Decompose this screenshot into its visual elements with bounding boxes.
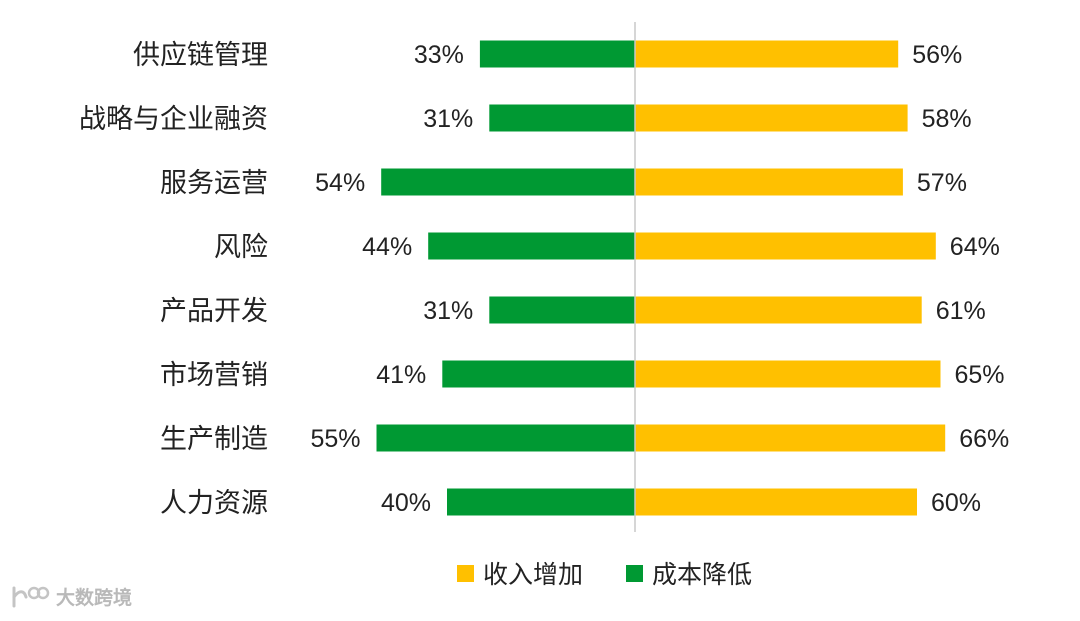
cost-bar	[479, 40, 635, 68]
revenue-bar	[635, 104, 908, 132]
cost-value-label: 31%	[423, 105, 473, 133]
revenue-bar	[635, 360, 941, 388]
revenue-bar	[635, 168, 903, 196]
category-label: 服务运营	[160, 168, 268, 199]
category-label: 供应链管理	[133, 40, 268, 71]
revenue-bar	[635, 488, 917, 516]
revenue-value-label: 65%	[955, 361, 1005, 389]
cost-bar	[489, 104, 635, 132]
legend-swatch-cost	[626, 565, 643, 582]
cost-value-label: 44%	[362, 233, 412, 261]
revenue-bar	[635, 296, 922, 324]
legend-label-revenue: 收入增加	[483, 560, 583, 589]
cost-bar	[447, 488, 635, 516]
cost-bar	[489, 296, 635, 324]
labels-layer: 供应链管理 56% 33% 战略与企业融资 58% 31% 服务运营 57% 54% 风险 64% 4…	[79, 40, 1009, 519]
revenue-value-label: 66%	[959, 425, 1009, 453]
category-label: 人力资源	[160, 488, 268, 519]
legend: 收入增加 成本降低	[457, 560, 752, 589]
watermark-text: 大数跨境	[56, 587, 133, 609]
category-label: 风险	[214, 232, 268, 263]
category-label: 生产制造	[160, 424, 268, 455]
revenue-bar	[635, 40, 899, 68]
revenue-value-label: 64%	[950, 233, 1000, 261]
cost-value-label: 55%	[310, 425, 360, 453]
revenue-bar	[635, 232, 936, 260]
brand-logo-icon	[12, 586, 50, 607]
watermark: 大数跨境	[10, 583, 132, 610]
cost-bar	[428, 232, 635, 260]
revenue-value-label: 57%	[917, 169, 967, 197]
revenue-value-label: 60%	[931, 489, 981, 517]
revenue-value-label: 61%	[936, 297, 986, 325]
cost-value-label: 33%	[414, 41, 464, 69]
cost-bar	[381, 168, 635, 196]
cost-value-label: 41%	[376, 361, 426, 389]
category-label: 战略与企业融资	[79, 104, 268, 135]
bars-layer	[376, 40, 946, 516]
cost-value-label: 54%	[315, 169, 365, 197]
legend-label-cost: 成本降低	[652, 560, 752, 589]
revenue-value-label: 58%	[922, 105, 972, 133]
cost-bar	[442, 360, 635, 388]
cost-value-label: 31%	[423, 297, 473, 325]
category-label: 产品开发	[160, 296, 268, 327]
cost-value-label: 40%	[381, 489, 431, 517]
cost-bar	[376, 424, 635, 452]
legend-swatch-revenue	[457, 565, 474, 582]
revenue-value-label: 56%	[912, 41, 962, 69]
revenue-bar	[635, 424, 946, 452]
category-label: 市场营销	[160, 360, 268, 391]
